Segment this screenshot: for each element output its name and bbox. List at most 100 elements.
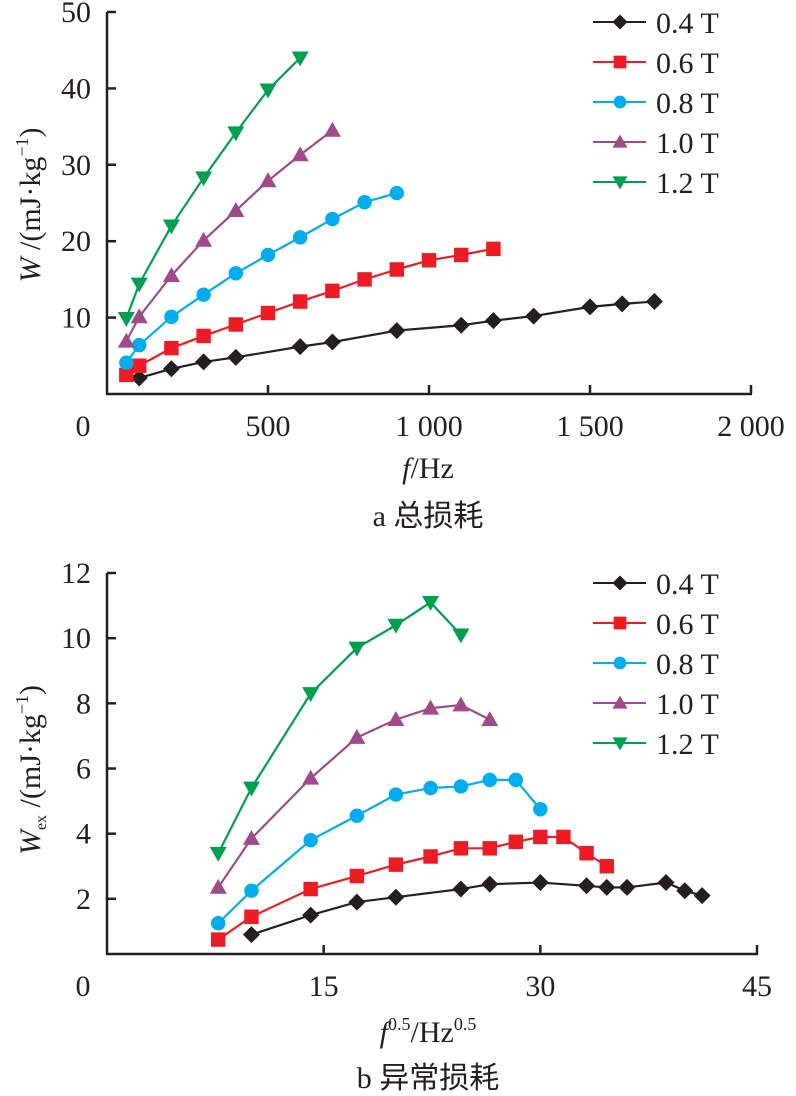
data-point	[452, 316, 470, 334]
data-point	[453, 841, 469, 856]
data-point	[357, 195, 372, 210]
data-point	[131, 337, 147, 353]
y-tick-label: 50	[61, 0, 91, 29]
data-point	[349, 868, 365, 884]
series-0-8T	[210, 772, 548, 931]
y-tick-label: 40	[61, 72, 91, 105]
y-tick-label: 2	[76, 883, 91, 916]
legend-marker	[612, 575, 628, 591]
series-line	[217, 835, 608, 941]
series-line	[125, 192, 398, 364]
data-point	[533, 802, 548, 817]
data-point	[388, 787, 404, 802]
data-point	[164, 340, 179, 356]
y-tick-label: 30	[61, 149, 91, 182]
data-point	[486, 241, 501, 257]
data-point	[242, 830, 260, 845]
data-point	[525, 307, 543, 325]
legend-item: 0.4 T	[593, 7, 719, 40]
data-point	[195, 171, 213, 187]
data-point	[508, 834, 524, 850]
data-point	[303, 881, 318, 897]
legend-item: 0.6 T	[593, 608, 719, 641]
data-point	[227, 348, 245, 366]
data-point	[657, 874, 675, 892]
data-point	[452, 628, 470, 644]
data-point	[645, 293, 663, 311]
data-point	[421, 253, 437, 268]
legend-label: 1.0 T	[656, 127, 719, 160]
data-point	[162, 360, 180, 378]
chart-a-series	[117, 51, 663, 387]
data-point	[119, 355, 134, 370]
legend-item: 1.2 T	[593, 728, 719, 761]
data-point	[453, 779, 469, 794]
data-point	[259, 83, 277, 99]
data-point	[130, 277, 148, 293]
data-point	[292, 230, 308, 245]
y-tick-label: 20	[61, 225, 91, 258]
data-point	[423, 849, 438, 864]
data-point	[302, 687, 320, 703]
series-0-6T	[119, 241, 501, 383]
series-1-0T	[117, 121, 341, 348]
y-tick-label: 12	[61, 557, 91, 590]
chart-a-legend: 0.4 T 0.6 T 0.8 T 1.0 T 1.2 T	[593, 7, 719, 200]
series-line	[125, 247, 494, 376]
series-0-4T	[130, 293, 663, 387]
legend-item: 0.4 T	[593, 568, 719, 601]
data-point	[453, 247, 469, 263]
data-point	[618, 878, 636, 896]
data-point	[259, 172, 277, 188]
chart-b-plot-area: 2 4 6 8 10 12 0 15 30 45	[61, 557, 772, 1003]
data-point	[481, 711, 499, 726]
legend-label: 1.2 T	[656, 728, 719, 761]
x-tick-label: 0	[76, 970, 91, 1003]
data-point	[260, 305, 276, 321]
data-point	[119, 367, 134, 383]
data-point	[423, 780, 438, 796]
data-point	[117, 311, 135, 327]
data-point	[196, 328, 211, 344]
legend-item: 1.2 T	[593, 167, 719, 200]
data-point	[387, 711, 405, 726]
data-point	[531, 874, 549, 892]
data-point	[482, 772, 498, 788]
y-tick-label: 6	[76, 753, 91, 786]
data-point	[357, 272, 372, 287]
data-point	[599, 859, 615, 874]
x-tick-label: 500	[246, 410, 291, 443]
series-0-6T	[210, 829, 615, 947]
data-point	[348, 641, 366, 657]
data-point	[195, 231, 213, 247]
series-1-2T	[209, 595, 470, 862]
data-point	[130, 369, 148, 387]
data-point	[209, 878, 227, 894]
chart-b-y-axis-title: Wex /(mJ·kg−1)	[12, 685, 50, 855]
series-0-8T	[119, 185, 405, 370]
data-point	[387, 618, 405, 634]
legend-label: 0.6 T	[656, 47, 719, 80]
legend-label: 0.4 T	[656, 7, 719, 40]
chart-b-x-axis-title: f0.5/Hz0.5	[380, 1014, 477, 1049]
chart-b-series	[209, 595, 711, 947]
x-tick-label: 0	[76, 410, 91, 443]
data-point	[209, 846, 227, 862]
legend-item: 0.6 T	[593, 47, 719, 80]
series-line	[217, 778, 542, 925]
legend-label: 1.2 T	[656, 167, 719, 200]
legend-label: 0.8 T	[656, 648, 719, 681]
chart-b-excess-loss: 2 4 6 8 10 12 0 15 30 45 0.4 T 0.6 T 0.8 T 1.0 T 1.2 …	[12, 557, 772, 1095]
data-point	[303, 832, 318, 848]
y-tick-label: 4	[76, 818, 91, 851]
data-point	[325, 211, 340, 227]
data-point	[162, 219, 180, 235]
legend-marker	[612, 14, 628, 30]
data-point	[325, 283, 340, 299]
data-point	[162, 267, 180, 282]
data-point	[481, 875, 499, 893]
legend-label: 1.0 T	[656, 688, 719, 721]
series-1-0T	[209, 696, 499, 894]
data-point	[388, 322, 406, 340]
